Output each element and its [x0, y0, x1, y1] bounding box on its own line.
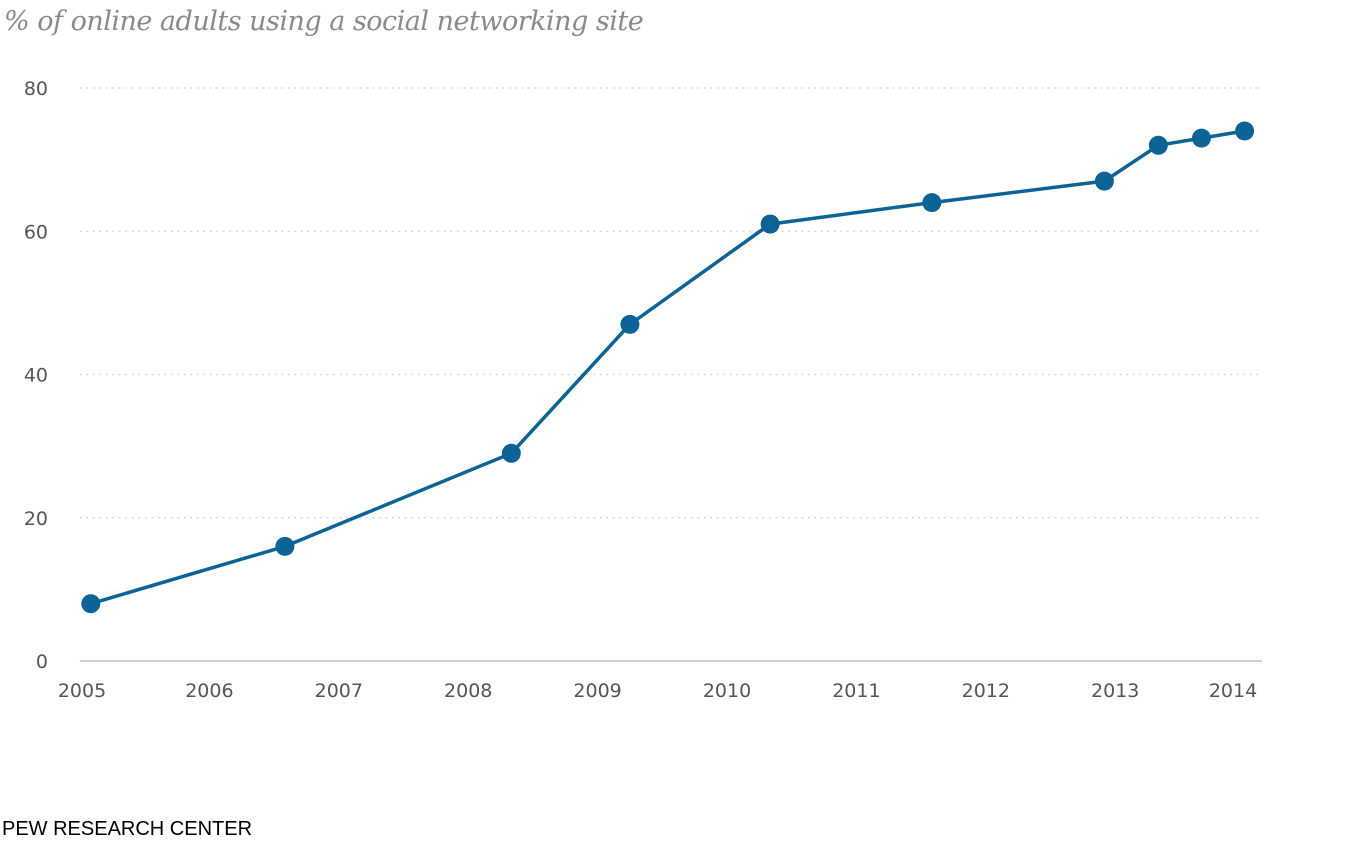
y-tick-label: 20 — [24, 508, 48, 530]
y-tick-label: 60 — [24, 221, 48, 243]
data-point — [81, 594, 101, 614]
x-tick-label: 2010 — [703, 680, 751, 702]
x-tick-label: 2008 — [444, 680, 492, 702]
x-tick-label: 2012 — [962, 680, 1010, 702]
data-point — [1148, 135, 1168, 155]
data-point — [922, 193, 942, 213]
series-line — [90, 129, 1245, 606]
chart-title: % of online adults using a social networ… — [4, 6, 644, 37]
x-tick-label: 2011 — [832, 680, 880, 702]
y-tick-label: 0 — [36, 651, 48, 673]
data-point — [275, 536, 295, 556]
data-point — [501, 443, 521, 463]
x-tick-label: 2006 — [185, 680, 233, 702]
x-tick-label: 2014 — [1209, 680, 1257, 702]
data-point — [1235, 121, 1255, 141]
x-tick-label: 2005 — [58, 680, 106, 702]
source-label: PEW RESEARCH CENTER — [2, 818, 253, 840]
y-tick-label: 40 — [24, 365, 48, 387]
data-point — [620, 314, 640, 334]
x-tick-label: 2007 — [315, 680, 363, 702]
y-tick-label: 80 — [24, 78, 48, 100]
x-tick-label: 2013 — [1091, 680, 1139, 702]
x-tick-label: 2009 — [573, 680, 621, 702]
data-point — [1191, 128, 1211, 148]
data-point — [760, 214, 780, 234]
data-point — [1094, 171, 1114, 191]
